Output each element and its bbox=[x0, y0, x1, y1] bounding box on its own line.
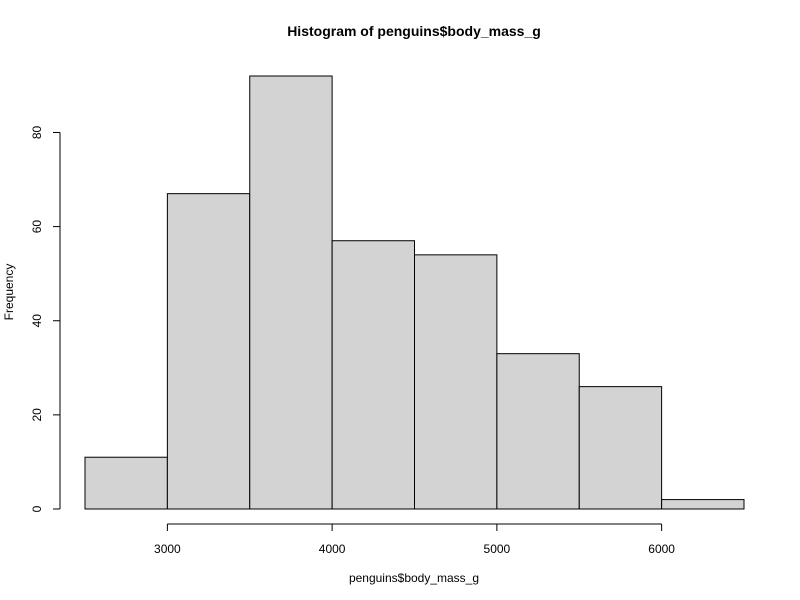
histogram-bar-5 bbox=[496, 353, 580, 510]
y-tick-label-2: 40 bbox=[30, 314, 44, 328]
histogram-bar-0 bbox=[84, 456, 168, 510]
y-axis-label: Frequency bbox=[2, 264, 16, 321]
chart-title: Histogram of penguins$body_mass_g bbox=[287, 23, 541, 39]
y-tick-label-0: 0 bbox=[30, 505, 44, 512]
x-tick-label-2: 5000 bbox=[484, 542, 511, 556]
y-tick-label-1: 20 bbox=[30, 408, 44, 422]
histogram-bar-1 bbox=[166, 193, 251, 510]
x-tick-label-3: 6000 bbox=[648, 542, 675, 556]
histogram-bar-4 bbox=[414, 254, 498, 510]
histogram-bar-2 bbox=[249, 75, 333, 510]
x-tick-label-0: 3000 bbox=[154, 542, 181, 556]
y-tick-label-3: 60 bbox=[30, 220, 44, 234]
x-axis-label: penguins$body_mass_g bbox=[349, 571, 479, 585]
histogram-bar-7 bbox=[661, 499, 745, 510]
histogram-bar-6 bbox=[578, 386, 663, 510]
x-tick-label-1: 4000 bbox=[319, 542, 346, 556]
histogram-bar-3 bbox=[331, 240, 415, 510]
y-tick-label-4: 80 bbox=[30, 125, 44, 139]
bars-layer bbox=[84, 75, 745, 510]
axes-layer: 3000 4000 5000 6000 0 20 40 60 80 bbox=[30, 125, 675, 556]
